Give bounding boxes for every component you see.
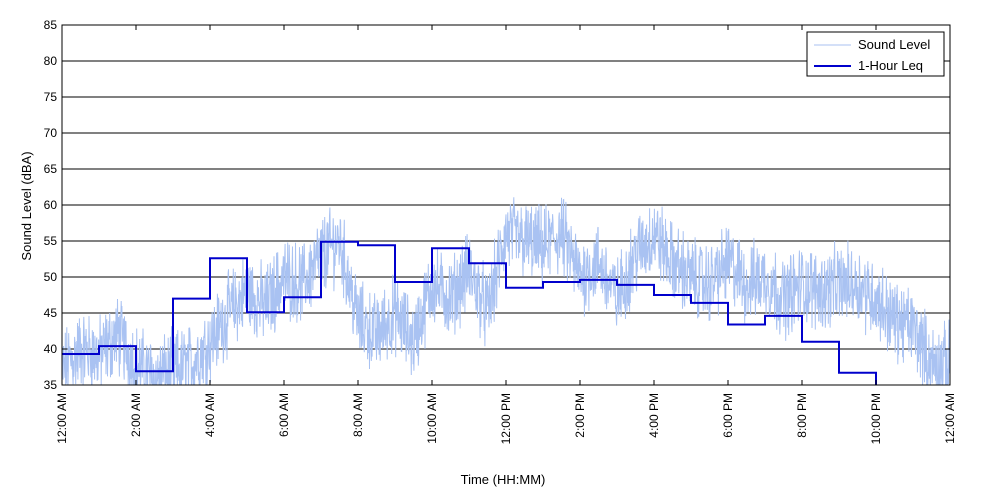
y-tick-label: 35 <box>44 378 58 392</box>
x-axis: 12:00 AM 2:00 AM 4:00 AM 6:00 AM 8:00 AM 10:0… <box>55 25 957 444</box>
legend-box <box>806 31 945 77</box>
y-axis-title: Sound Level (dBA) <box>19 151 34 260</box>
legend-label-1-hour-leq: 1-Hour Leq <box>858 58 923 73</box>
x-tick-label: 12:00 AM <box>55 393 69 444</box>
series-1-hour-leq <box>62 240 877 385</box>
y-tick-label: 60 <box>44 198 58 212</box>
y-tick-label: 85 <box>44 18 58 32</box>
y-tick-label: 65 <box>44 162 58 176</box>
series-layer <box>62 197 950 385</box>
y-tick-label: 70 <box>44 126 58 140</box>
x-tick-label: 10:00 AM <box>425 393 439 444</box>
x-tick-label: 6:00 PM <box>721 393 735 438</box>
y-tick-label: 40 <box>44 342 58 356</box>
x-tick-label: 4:00 PM <box>647 393 661 438</box>
y-tick-label: 55 <box>44 234 58 248</box>
x-tick-label: 8:00 AM <box>351 393 365 437</box>
y-tick-label: 45 <box>44 306 58 320</box>
x-tick-label: 10:00 PM <box>869 393 883 444</box>
y-tick-label: 75 <box>44 90 58 104</box>
series-sound-level <box>62 197 950 385</box>
x-tick-label: 4:00 AM <box>203 393 217 437</box>
x-tick-label: 6:00 AM <box>277 393 291 437</box>
x-tick-label: 12:00 PM <box>499 393 513 444</box>
legend: Sound Level 1-Hour Leq <box>806 31 945 77</box>
y-axis: 35 40 45 50 55 60 65 70 75 80 85 <box>44 18 950 392</box>
x-tick-label: 2:00 AM <box>129 393 143 437</box>
y-tick-label: 50 <box>44 270 58 284</box>
x-tick-label: 12:00 AM <box>943 393 957 444</box>
legend-label-sound-level: Sound Level <box>858 37 930 52</box>
y-tick-label: 80 <box>44 54 58 68</box>
x-tick-label: 2:00 PM <box>573 393 587 438</box>
x-axis-title: Time (HH:MM) <box>461 472 546 487</box>
x-tick-label: 8:00 PM <box>795 393 809 438</box>
